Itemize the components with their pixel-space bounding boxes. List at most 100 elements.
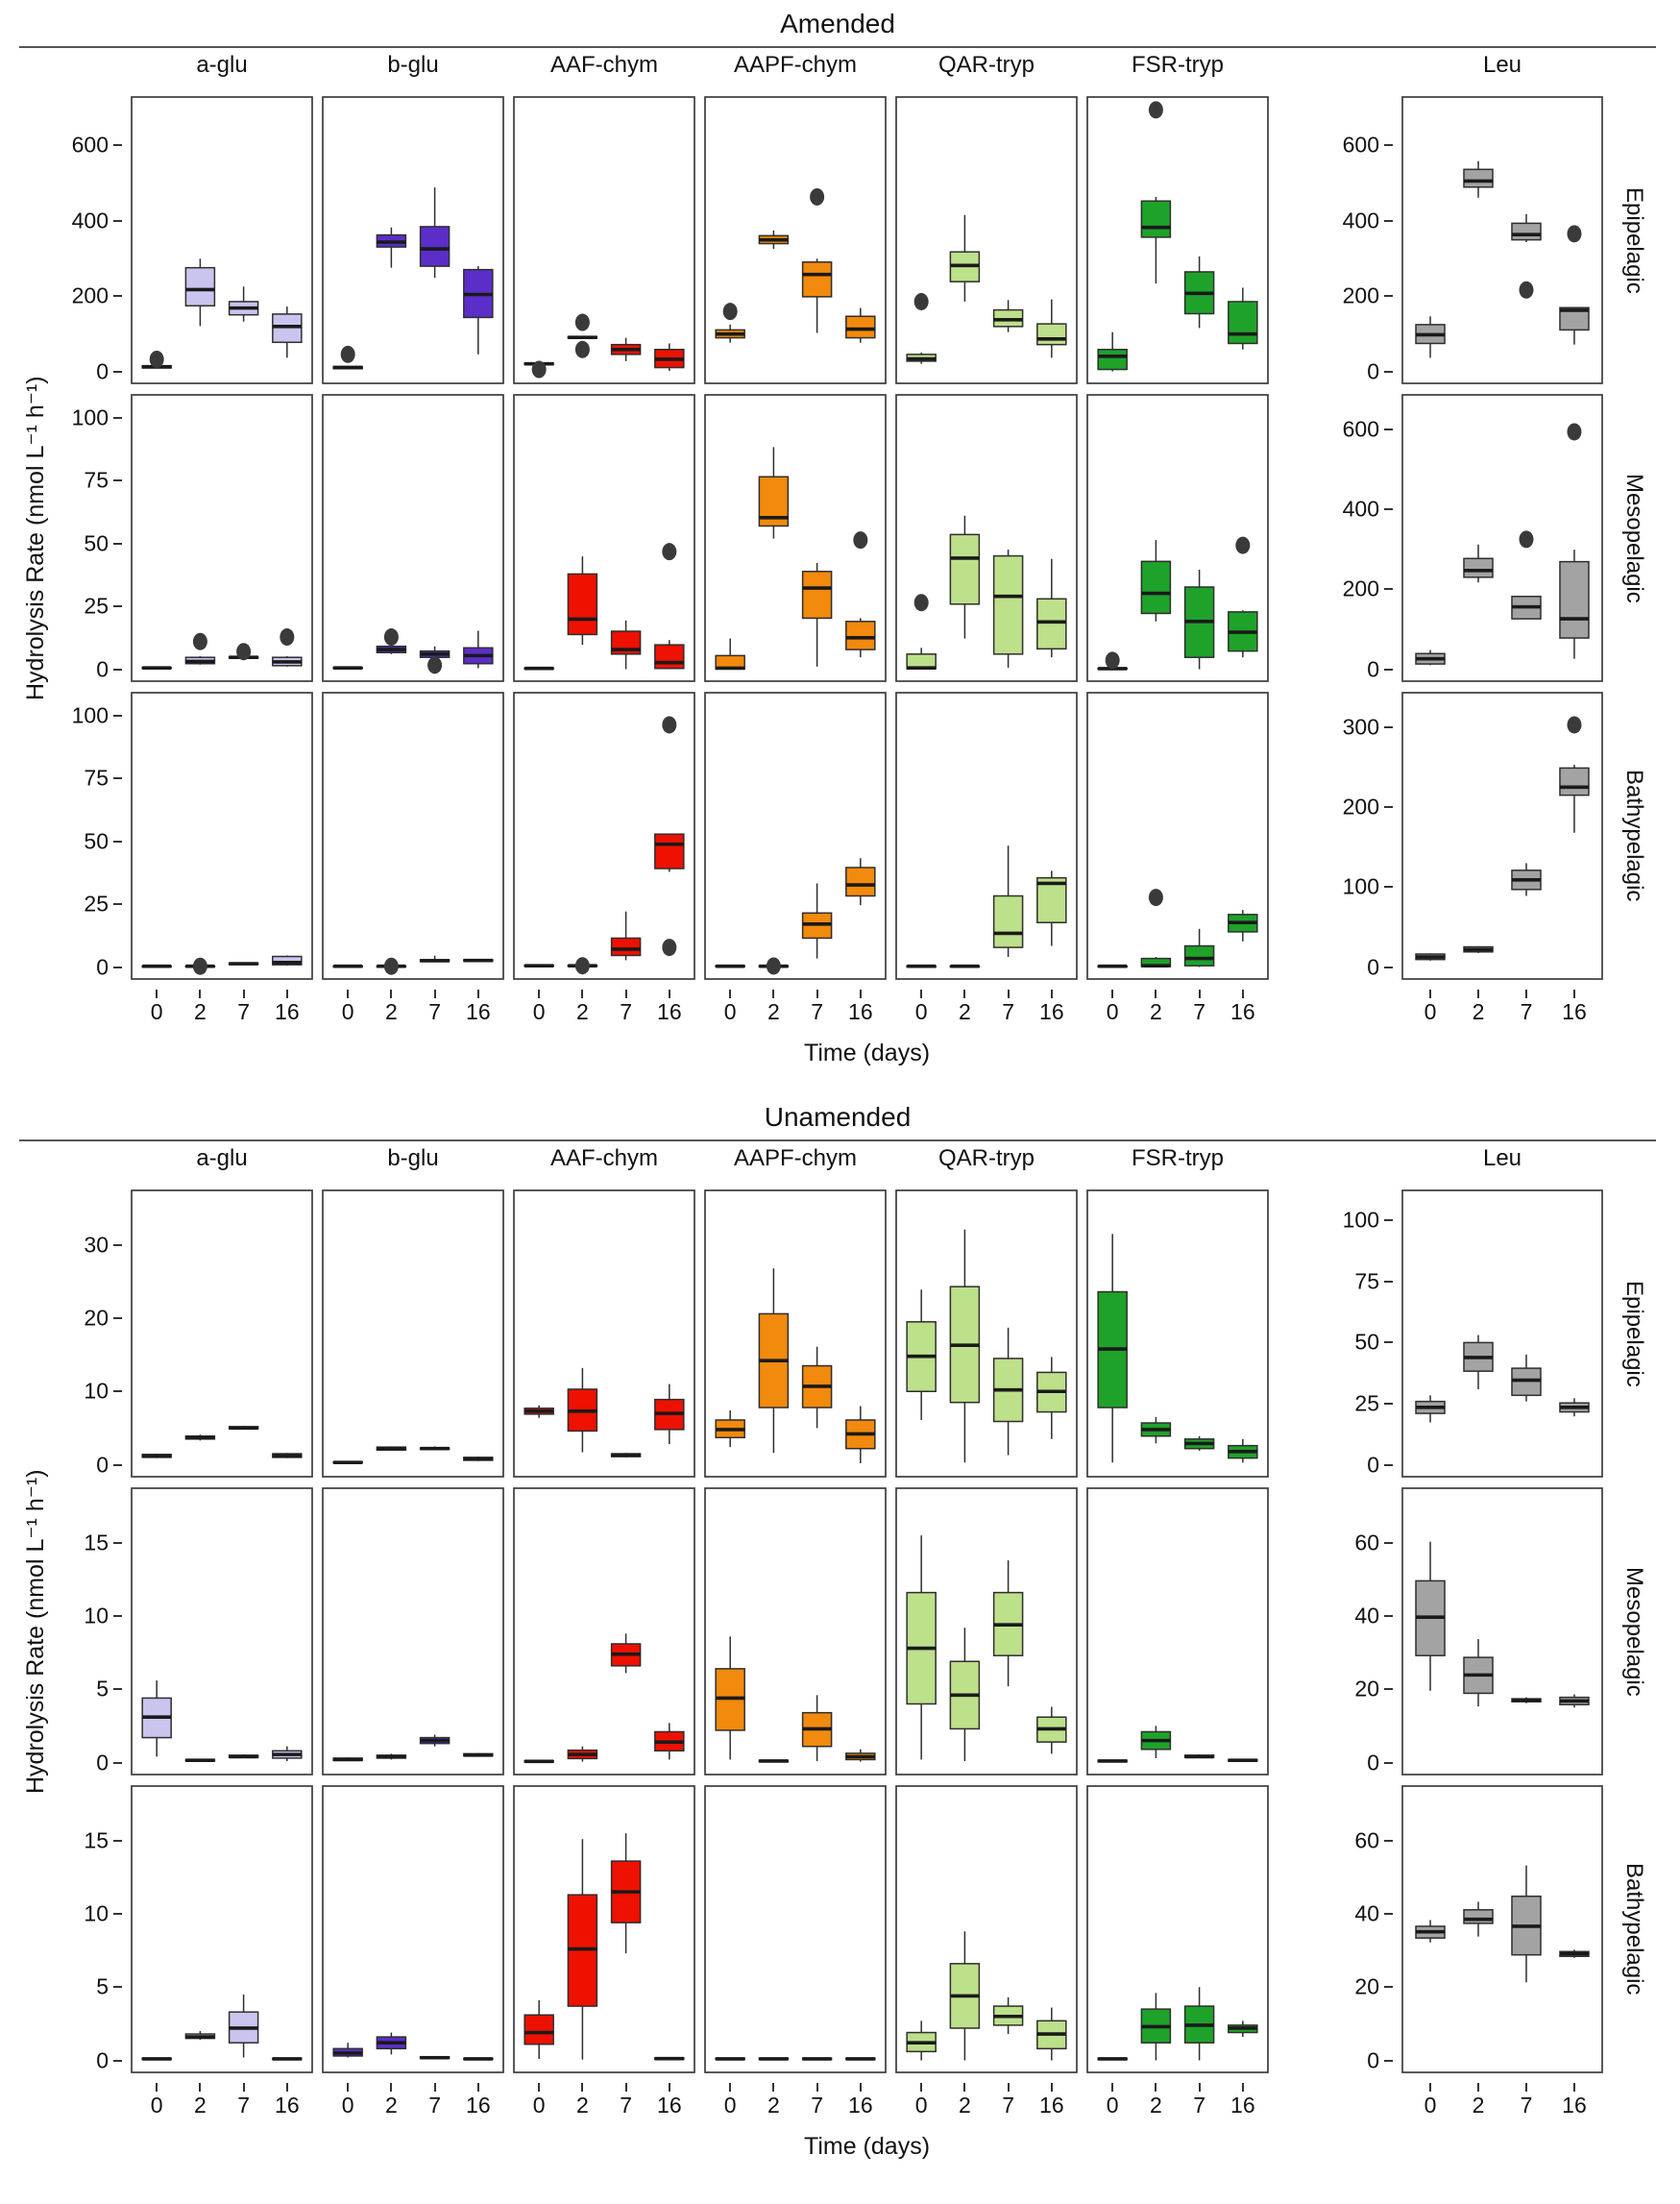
y-tick-label: 20 xyxy=(1354,1676,1379,1702)
facet-cell xyxy=(704,1785,887,2073)
y-tick-mark xyxy=(1384,370,1393,373)
y-tick-mark xyxy=(1384,295,1393,298)
x-tick-label: 2 xyxy=(767,2093,780,2118)
y-tick-label: 600 xyxy=(71,132,109,158)
y-tick-label: 75 xyxy=(84,765,109,791)
y-tick-mark xyxy=(113,1913,122,1915)
facet-cell xyxy=(704,692,887,980)
y-tick-mark xyxy=(113,1317,122,1319)
x-tick-mark xyxy=(156,990,158,998)
x-tick-mark xyxy=(390,2083,393,2092)
panel-title-rule xyxy=(19,46,1656,48)
y-tick-mark xyxy=(1384,1615,1393,1617)
facet-grid: a-glu b-glu AAF-chym AAPF-chym QAR-tryp FSR-t… xyxy=(19,1143,1661,2166)
x-tick-label: 16 xyxy=(275,2093,300,2118)
x-tick-mark xyxy=(1007,990,1010,998)
facet-Unamended-Epipelagic-FSR-tryp xyxy=(1086,1189,1269,1478)
x-axis-label: Time (days) xyxy=(803,2133,931,2160)
column-header-QAR-tryp: QAR-tryp xyxy=(937,1145,1035,1171)
y-tick-label: 25 xyxy=(84,891,109,917)
y-tick-label: 0 xyxy=(1367,954,1379,979)
row-strip-label: Mesopelagic xyxy=(1621,1566,1647,1697)
x-tick-mark xyxy=(1429,990,1432,998)
y-tick-mark xyxy=(1384,966,1393,968)
x-axis-ticks: 0 2 7 16 xyxy=(1401,2083,1603,2118)
facet-Unamended-Mesopelagic-QAR-tryp xyxy=(895,1487,1078,1775)
x-tick-label: 0 xyxy=(723,999,737,1024)
y-tick-label: 600 xyxy=(1342,416,1379,442)
facet-Unamended-Bathypelagic-b-glu xyxy=(322,1785,504,2073)
facet-cell xyxy=(131,692,313,980)
panel-title: Unamended xyxy=(764,1102,912,1132)
y-axis-ticks-main: 0 10 20 30 xyxy=(61,1189,122,1478)
x-tick-mark xyxy=(433,2083,436,2092)
x-tick-mark xyxy=(538,990,541,998)
facet-Unamended-Epipelagic-QAR-tryp xyxy=(895,1189,1078,1478)
x-tick-mark xyxy=(668,2083,670,2092)
panel-unamended: Unamended a-glu b-glu AAF-chym AAPF-chym QAR… xyxy=(19,1101,1661,2166)
x-tick-mark xyxy=(285,2083,288,2092)
x-tick-label: 2 xyxy=(193,2093,207,2118)
y-axis-ticks-leu: 0 20 40 60 xyxy=(1278,1785,1393,2073)
x-tick-mark xyxy=(242,990,245,998)
y-tick-label: 15 xyxy=(84,1530,109,1555)
row-strip-label: Mesopelagic xyxy=(1621,473,1647,603)
y-tick-mark xyxy=(113,1761,122,1764)
x-tick-label: 16 xyxy=(848,2093,873,2118)
x-tick-label: 7 xyxy=(1002,2093,1015,2118)
y-tick-label: 10 xyxy=(84,1603,109,1629)
x-tick-label: 7 xyxy=(428,2093,442,2118)
facet-Amended-Epipelagic-b-glu xyxy=(322,96,504,384)
y-tick-label: 5 xyxy=(96,1973,109,1999)
x-tick-label: 7 xyxy=(428,999,442,1024)
y-tick-mark xyxy=(1384,1280,1393,1283)
x-tick-mark xyxy=(1572,2083,1575,2092)
x-tick-mark xyxy=(859,990,862,998)
facet-Amended-Mesopelagic-AAF-chym xyxy=(513,394,695,682)
x-tick-mark xyxy=(1198,2083,1201,2092)
facet-cell xyxy=(895,1487,1078,1775)
x-axis-ticks: 0 2 7 16 xyxy=(322,990,504,1024)
x-axis-ticks: 0 2 7 16 xyxy=(513,990,695,1024)
facet-Amended-Bathypelagic-Leu xyxy=(1401,692,1603,980)
x-tick-label: 0 xyxy=(914,2093,928,2118)
facet-Amended-Bathypelagic-FSR-tryp xyxy=(1086,692,1269,980)
y-axis-ticks-leu: 0 25 50 75 100 xyxy=(1278,1189,1393,1478)
x-tick-label: 2 xyxy=(1472,999,1485,1024)
x-tick-mark xyxy=(390,990,393,998)
y-tick-mark xyxy=(1384,1219,1393,1222)
row-strip-label: Epipelagic xyxy=(1621,1280,1647,1387)
y-tick-label: 75 xyxy=(1354,1268,1379,1294)
x-tick-mark xyxy=(963,990,966,998)
facet-cell xyxy=(322,1785,504,2073)
column-header-FSR-tryp: FSR-tryp xyxy=(1132,52,1224,78)
x-axis-ticks: 0 2 7 16 xyxy=(1401,990,1603,1024)
y-tick-label: 100 xyxy=(71,702,109,728)
facet-cell xyxy=(1401,692,1603,980)
y-tick-label: 200 xyxy=(1342,575,1379,601)
x-tick-mark xyxy=(920,2083,923,2092)
y-axis-ticks-main: 0 5 10 15 xyxy=(61,1785,122,2073)
y-tick-mark xyxy=(1384,886,1393,889)
facet-cell xyxy=(704,96,887,384)
x-tick-mark xyxy=(476,990,479,998)
facet-cell xyxy=(704,1487,887,1775)
column-header-a-glu: a-glu xyxy=(196,1145,248,1171)
facet-Unamended-Mesopelagic-FSR-tryp xyxy=(1086,1487,1269,1775)
facet-cell xyxy=(322,96,504,384)
facet-cell xyxy=(1086,1785,1269,2073)
y-tick-mark xyxy=(1384,144,1393,147)
y-tick-mark xyxy=(113,966,122,968)
facet-cell xyxy=(131,1189,313,1478)
panel-title: Amended xyxy=(780,9,895,38)
x-tick-mark xyxy=(1007,2083,1010,2092)
column-header-b-glu: b-glu xyxy=(387,1145,439,1171)
x-tick-label: 16 xyxy=(1562,2093,1587,2118)
facet-cell xyxy=(1401,96,1603,384)
y-tick-label: 50 xyxy=(84,828,109,854)
y-tick-mark xyxy=(113,542,122,545)
x-tick-label: 7 xyxy=(811,999,824,1024)
x-tick-label: 7 xyxy=(1520,2093,1533,2118)
facet-Unamended-Bathypelagic-Leu xyxy=(1401,1785,1603,2073)
